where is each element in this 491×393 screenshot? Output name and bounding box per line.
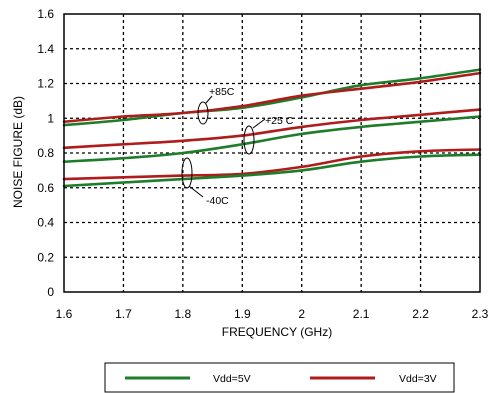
x-axis-title: FREQUENCY (GHz)	[222, 325, 332, 339]
annotation-label-m40c: -40C	[206, 195, 229, 207]
series-line-vdd5v-25c	[62, 115, 482, 163]
tick-labels: 1.6 1.7 1.8 1.9 2 2.1 2.2 2.3 0 0.2 0.4 0.6 0.8 1 1.2 1…	[37, 7, 488, 321]
y-axis-title: NOISE FIGURE (dB)	[11, 96, 25, 208]
x-tick-label: 1.8	[175, 307, 192, 321]
annotation-25c: +25 C	[243, 115, 294, 155]
x-tick-label: 2.3	[472, 307, 489, 321]
y-tick-label: 1	[47, 111, 54, 125]
y-tick-label: 1.4	[37, 42, 54, 56]
x-tick-label: 1.9	[234, 307, 251, 321]
x-tick-label: 2.2	[412, 307, 429, 321]
x-tick-label: 2	[298, 307, 305, 321]
annotation-85c: +85C	[197, 86, 235, 125]
legend-label-vdd3: Vdd=3V	[399, 373, 437, 385]
series-line-vdd3v-85c	[62, 71, 482, 123]
series-line-vdd3v-25c	[62, 108, 482, 150]
grid-lines	[64, 14, 480, 292]
legend: Vdd=5V Vdd=3V	[104, 362, 455, 393]
annotation-label-85c: +85C	[209, 86, 235, 98]
annotation-m40c: -40C	[181, 157, 229, 207]
series-line-vdd5v-40c	[62, 153, 482, 188]
series-lines	[62, 68, 482, 188]
x-tick-label: 2.1	[353, 307, 370, 321]
y-tick-label: 0.8	[37, 146, 54, 160]
legend-label-vdd5: Vdd=5V	[213, 373, 251, 385]
plot-area-frame	[63, 13, 481, 293]
series-line-vdd5v-85c	[62, 68, 482, 127]
y-tick-label: 0.4	[37, 216, 54, 230]
y-tick-label: 0	[47, 285, 54, 299]
y-tick-label: 1.2	[37, 77, 54, 91]
x-tick-label: 1.6	[56, 307, 73, 321]
y-tick-label: 1.6	[37, 7, 54, 21]
series-line-vdd3v-40c	[62, 148, 482, 181]
x-tick-label: 1.7	[115, 307, 132, 321]
y-tick-label: 0.2	[37, 250, 54, 264]
y-tick-label: 0.6	[37, 181, 54, 195]
annotation-label-25c: +25 C	[265, 115, 294, 127]
